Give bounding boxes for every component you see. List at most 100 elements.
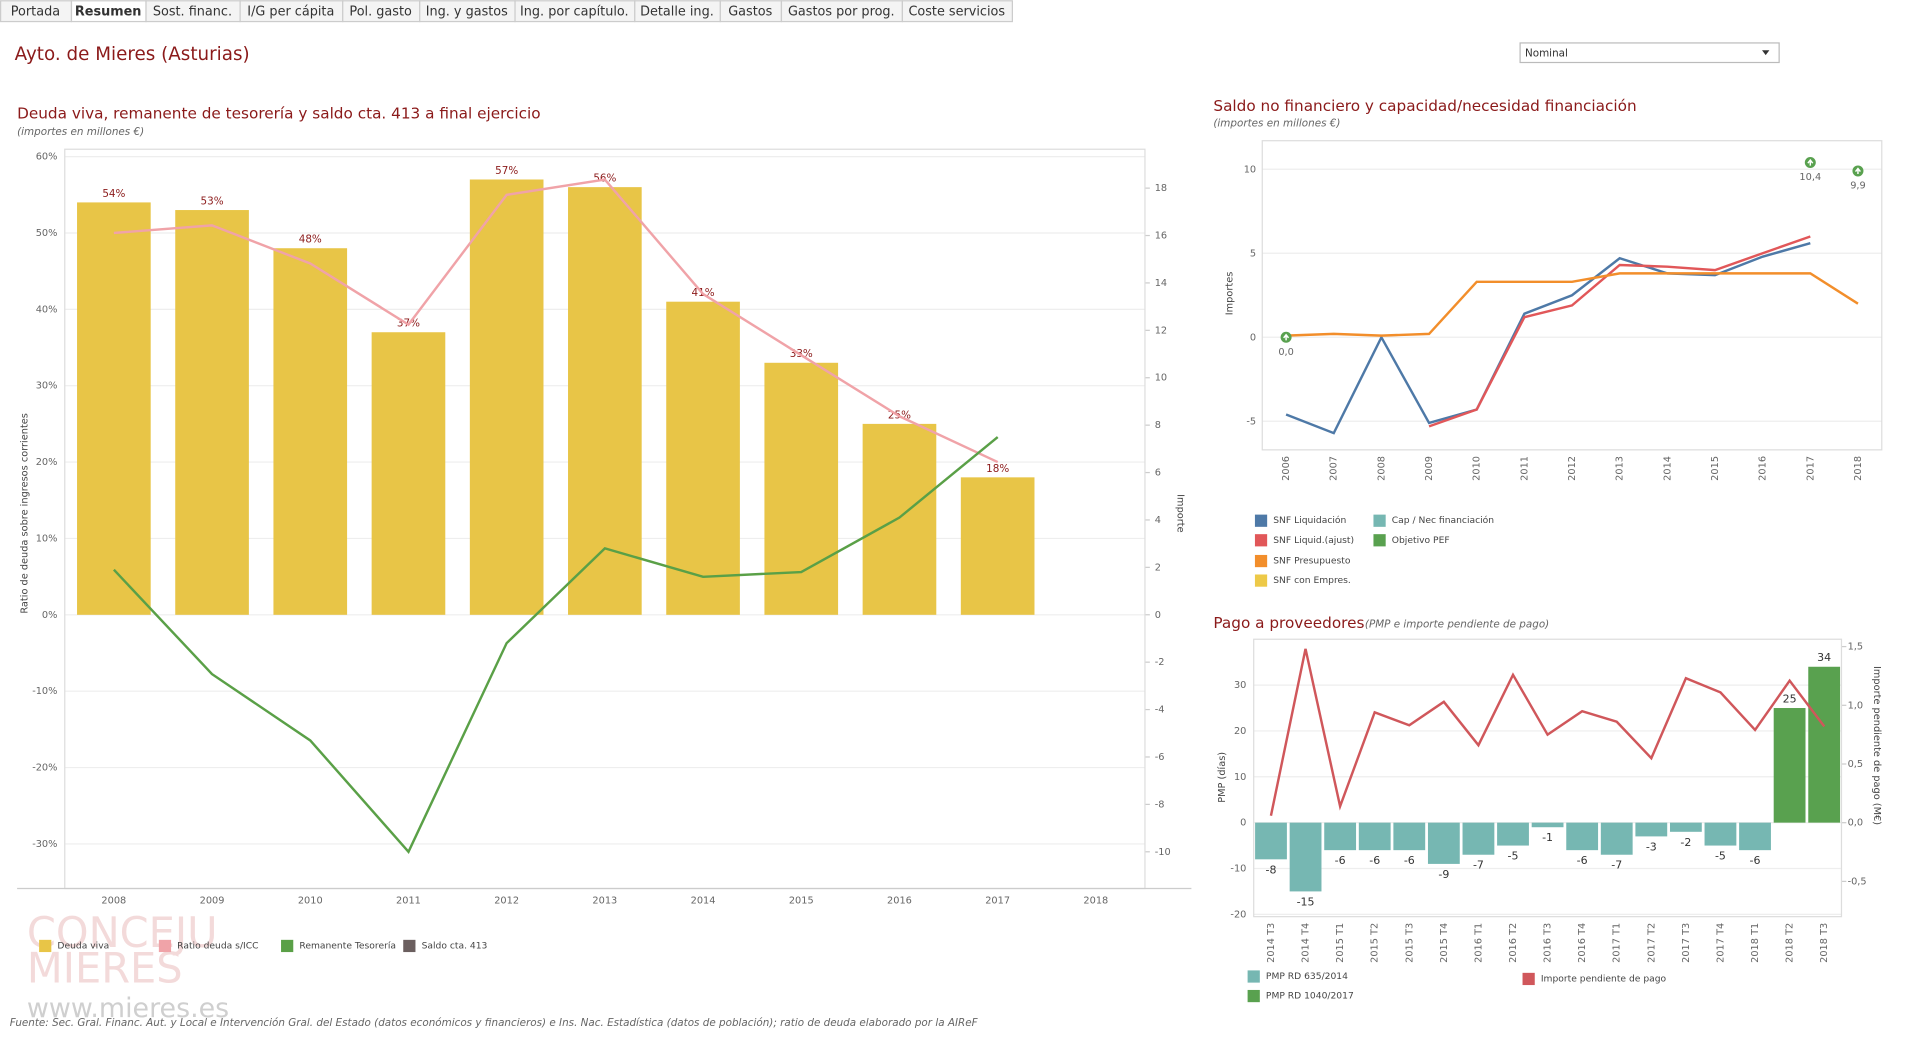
x-tick-label: 2017 T1 xyxy=(1612,923,1623,963)
bar xyxy=(1358,822,1391,851)
x-tick-label: 2015 T2 xyxy=(1370,923,1381,963)
x-tick-label: 2017 T4 xyxy=(1715,923,1726,963)
y-tick-label: -20% xyxy=(32,763,57,774)
x-tick-label: 2008 xyxy=(1376,456,1387,481)
data-label: -9 xyxy=(1438,868,1449,881)
line xyxy=(112,436,999,854)
y-tick-label: 0,0 xyxy=(1848,818,1864,829)
tab[interactable] xyxy=(901,0,1013,23)
y-tick-label: -30% xyxy=(32,839,57,850)
x-tick-label: 2016 T1 xyxy=(1473,923,1484,963)
data-label: 10,4 xyxy=(1799,172,1821,183)
legend-label: SNF Presupuesto xyxy=(1273,556,1351,567)
x-tick-label: 2013 xyxy=(1615,456,1626,481)
bar xyxy=(469,179,544,615)
legend-swatch xyxy=(1254,514,1268,527)
data-label: -6 xyxy=(1335,854,1346,867)
x-tick-label: 2010 xyxy=(298,896,323,907)
x-tick-label: 2018 xyxy=(1083,896,1108,907)
legend-label: Objetivo PEF xyxy=(1392,535,1450,546)
y-tick-label: 8 xyxy=(1155,420,1161,431)
line xyxy=(113,178,999,464)
x-tick-label: 2016 T2 xyxy=(1508,923,1519,963)
data-label: -6 xyxy=(1577,854,1588,867)
x-tick-label: 2010 xyxy=(1472,456,1483,481)
legend-swatch xyxy=(1254,554,1268,568)
tab-label[interactable]: I/G per cápita xyxy=(247,4,334,19)
y-axis-label: Importes xyxy=(1224,272,1235,316)
tab-label[interactable]: Sost. financ. xyxy=(153,4,232,19)
dropdown-value[interactable]: Nominal xyxy=(1525,47,1568,59)
bar xyxy=(1324,822,1357,851)
y-tick-label: 20 xyxy=(1234,726,1246,737)
y-tick-label: 0 xyxy=(1155,610,1161,621)
watermark: CONCEJU xyxy=(27,908,218,957)
y-tick-label: 30 xyxy=(1234,680,1246,691)
bar xyxy=(1600,822,1633,855)
bar xyxy=(666,301,740,615)
tab-label[interactable]: Gastos xyxy=(728,4,772,19)
tab-label[interactable]: Detalle ing. xyxy=(640,4,714,19)
legend-swatch xyxy=(1373,514,1386,527)
bar xyxy=(764,362,839,615)
data-label: 53% xyxy=(201,195,224,207)
data-label: 34 xyxy=(1817,651,1831,664)
legend-label: Importe pendiente de pago xyxy=(1541,973,1667,984)
y-tick-label: -2 xyxy=(1155,657,1165,668)
x-tick-label: 2016 xyxy=(1758,456,1769,481)
bar xyxy=(960,477,1035,615)
tab-label[interactable]: Ing. y gastos xyxy=(426,4,508,19)
tab-label[interactable]: Gastos por prog. xyxy=(788,4,895,19)
tab-label[interactable]: Pol. gasto xyxy=(349,4,412,19)
y-tick-label: 5 xyxy=(1250,248,1256,259)
data-label: 25 xyxy=(1783,692,1797,705)
x-tick-label: 2015 T1 xyxy=(1335,923,1346,963)
legend-label: Saldo cta. 413 xyxy=(422,940,488,951)
line xyxy=(1269,648,1826,816)
data-label: -5 xyxy=(1715,850,1726,863)
x-tick-label: 2011 xyxy=(1519,456,1530,481)
y-tick-label: 50% xyxy=(36,228,58,239)
legend-swatch xyxy=(1247,970,1260,983)
data-label: -6 xyxy=(1369,854,1380,867)
y-tick-label: 40% xyxy=(36,304,58,315)
y-tick-label: -10 xyxy=(1155,847,1171,858)
tab-label[interactable]: Coste servicios xyxy=(908,4,1005,19)
tab-label[interactable]: Portada xyxy=(11,4,60,19)
data-label: -5 xyxy=(1508,850,1519,863)
x-tick-label: 2018 T1 xyxy=(1750,923,1761,963)
x-tick-label: 2016 T4 xyxy=(1577,923,1588,963)
bar xyxy=(77,202,151,615)
data-label: -1 xyxy=(1542,831,1553,844)
y-tick-label: 6 xyxy=(1155,468,1161,479)
marker-arrow xyxy=(1283,333,1290,341)
bar xyxy=(1393,822,1426,851)
bar xyxy=(273,248,348,615)
bar xyxy=(1566,822,1599,851)
marker-arrow xyxy=(1807,158,1814,166)
x-tick-label: 2018 T3 xyxy=(1819,923,1830,963)
dropdown[interactable] xyxy=(1519,42,1780,64)
watermark: MIERES xyxy=(27,944,183,993)
marker-arrow xyxy=(1854,167,1861,174)
tab-label[interactable]: Ing. por capítulo. xyxy=(520,4,629,19)
y-tick-label: 16 xyxy=(1155,231,1167,242)
bar xyxy=(862,423,937,615)
y2-axis-label: Importe pendiente de pago (M€) xyxy=(1871,666,1882,825)
y-tick-label: 10 xyxy=(1244,164,1256,175)
y-tick-label: 0 xyxy=(1240,818,1246,829)
line xyxy=(1428,235,1811,428)
y-tick-label: -0,5 xyxy=(1848,876,1867,887)
chart-title: Pago a proveedores xyxy=(1213,614,1364,632)
dropdown-arrow[interactable] xyxy=(1762,50,1770,56)
data-label: 0,0 xyxy=(1278,347,1294,358)
chart-title: Deuda viva, remanente de tesorería y sal… xyxy=(17,104,541,122)
legend-swatch xyxy=(1254,534,1268,547)
data-label: 54% xyxy=(102,188,125,200)
legend-swatch xyxy=(1373,534,1386,547)
x-tick-label: 2008 xyxy=(101,896,126,907)
watermark: www.mieres.es xyxy=(27,993,229,1024)
tab-label[interactable]: Resumen xyxy=(75,4,142,19)
bar xyxy=(1669,822,1702,832)
page-title: Ayto. de Mieres (Asturias) xyxy=(15,44,250,65)
